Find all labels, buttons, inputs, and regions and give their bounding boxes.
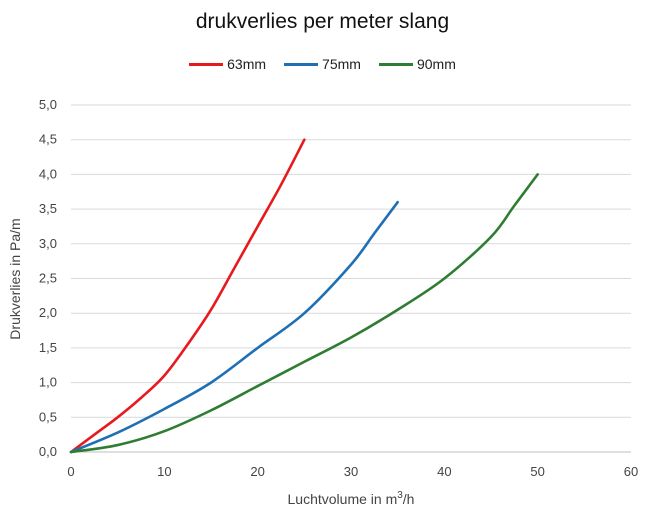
y-tick-label: 5,0: [39, 97, 57, 112]
legend-item-63mm: 63mm: [189, 56, 266, 72]
x-tick-label: 50: [530, 464, 544, 479]
series-lines: [69, 138, 539, 454]
legend-label-90mm: 90mm: [416, 56, 456, 72]
y-axis-title: Drukverlies in Pa/m: [7, 218, 23, 339]
legend-item-90mm: 90mm: [378, 56, 456, 72]
legend-swatch-75mm: [284, 62, 319, 66]
y-tick-label: 0,0: [39, 444, 57, 459]
legend-swatch-90mm: [378, 62, 413, 66]
series-line-63mm: [69, 138, 306, 454]
y-tick-label: 4,5: [39, 132, 57, 147]
x-tick-label: 10: [157, 464, 171, 479]
x-axis-title-main: Luchtvolume in m: [288, 491, 398, 507]
legend-label-63mm: 63mm: [227, 56, 267, 72]
series-line-75mm: [69, 200, 399, 454]
y-tick-label: 3,0: [39, 236, 57, 251]
x-tick-label: 30: [344, 464, 358, 479]
x-tick-label: 20: [250, 464, 264, 479]
gridlines: [71, 104, 631, 453]
x-axis-title-unit: /h: [403, 491, 415, 507]
y-tick-label: 2,5: [39, 271, 57, 286]
x-axis-title-superscript: 3: [397, 490, 403, 501]
y-tick-label: 3,5: [39, 201, 57, 216]
x-tick-label: 60: [624, 464, 638, 479]
x-tick-label: 40: [437, 464, 451, 479]
y-axis-ticks: 0,0 0,5 1,0 1,5 2,0 2,5 3,0 3,5 4,0 4,5 5,0: [39, 97, 57, 459]
legend-item-75mm: 75mm: [284, 56, 361, 72]
y-tick-label: 2,0: [39, 305, 57, 320]
chart-legend: 63mm 75mm 90mm: [0, 56, 645, 72]
y-tick-label: 4,0: [39, 166, 57, 181]
legend-swatch-63mm: [189, 62, 224, 66]
x-axis-ticks: 0 10 20 30 40 50 60: [67, 464, 638, 479]
legend-label-75mm: 75mm: [322, 56, 361, 72]
x-tick-label: 0: [67, 464, 74, 479]
series-line-90mm: [69, 173, 539, 454]
y-tick-label: 1,0: [39, 375, 57, 390]
y-tick-label: 1,5: [39, 340, 57, 355]
chart-title: drukverlies per meter slang: [195, 10, 450, 33]
x-axis-title: Luchtvolume in m3/h: [288, 490, 415, 507]
y-tick-label: 0,5: [39, 409, 57, 424]
